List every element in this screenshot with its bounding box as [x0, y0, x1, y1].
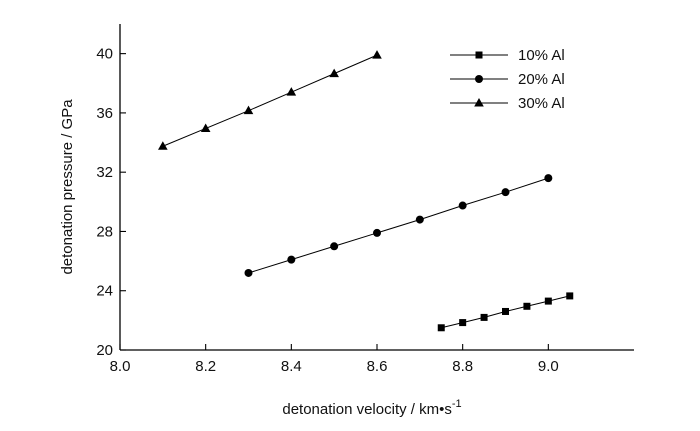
data-point-circle — [544, 174, 553, 183]
x-axis-title-superscript: -1 — [452, 398, 462, 410]
data-point-triangle — [200, 123, 211, 132]
data-point-triangle — [329, 68, 339, 78]
series-line-30-al — [162, 54, 378, 147]
data-point-triangle — [286, 87, 297, 96]
data-point-triangle — [243, 105, 254, 115]
legend-label: 30% Al — [518, 95, 565, 112]
x-tick-label: 8.6 — [367, 358, 388, 375]
series-group — [158, 50, 574, 332]
data-point-circle — [415, 215, 424, 224]
data-point-square — [502, 307, 509, 315]
data-point-square — [480, 313, 488, 321]
y-tick-label: 28 — [96, 223, 113, 240]
data-point-square — [459, 319, 467, 327]
data-point-circle — [330, 242, 339, 251]
data-point-triangle — [372, 50, 382, 59]
x-tick-label: 9.0 — [538, 358, 559, 375]
series-20-al — [244, 174, 553, 277]
series-10-al — [437, 292, 574, 332]
data-point-circle — [501, 188, 510, 197]
series-line-20-al — [248, 177, 549, 274]
data-point-square — [544, 297, 552, 305]
y-ticks: 20 24 28 32 36 40 — [96, 46, 126, 359]
x-tick-label: 8.2 — [195, 358, 216, 375]
x-axis-title: detonation velocity / km•s-1 — [282, 398, 461, 418]
y-tick-label: 36 — [96, 105, 113, 122]
x-ticks: 8.0 8.2 8.4 8.6 8.8 9.0 — [110, 344, 559, 375]
y-tick-label: 24 — [96, 283, 113, 300]
y-tick-label: 32 — [96, 164, 113, 181]
x-axis-title-main: detonation velocity / km•s — [282, 401, 452, 418]
y-tick-label: 20 — [96, 342, 113, 359]
data-point-circle — [373, 228, 381, 237]
data-point-square — [437, 324, 445, 332]
legend-item-10-al: 10% Al — [450, 47, 565, 64]
data-point-square — [566, 292, 574, 300]
data-point-triangle — [158, 141, 168, 150]
data-point-circle — [287, 255, 296, 264]
legend-marker-circle — [475, 75, 483, 83]
y-axis-title: detonation pressure / GPa — [59, 99, 76, 275]
legend-label: 20% Al — [518, 71, 565, 88]
data-point-circle — [244, 268, 253, 277]
legend-label: 10% Al — [518, 47, 565, 64]
legend-marker-square — [475, 51, 483, 59]
legend-item-30-al: 30% Al — [450, 95, 565, 112]
x-tick-label: 8.4 — [281, 358, 302, 375]
legend: 10% Al 20% Al 30% Al — [450, 47, 565, 112]
legend-item-20-al: 20% Al — [450, 71, 565, 88]
x-tick-label: 8.8 — [452, 358, 473, 375]
series-30-al — [158, 50, 382, 150]
data-point-square — [523, 302, 531, 310]
y-tick-label: 40 — [96, 46, 113, 63]
legend-marker-triangle — [474, 98, 484, 107]
data-point-circle — [458, 201, 467, 210]
x-tick-label: 8.0 — [110, 358, 131, 375]
